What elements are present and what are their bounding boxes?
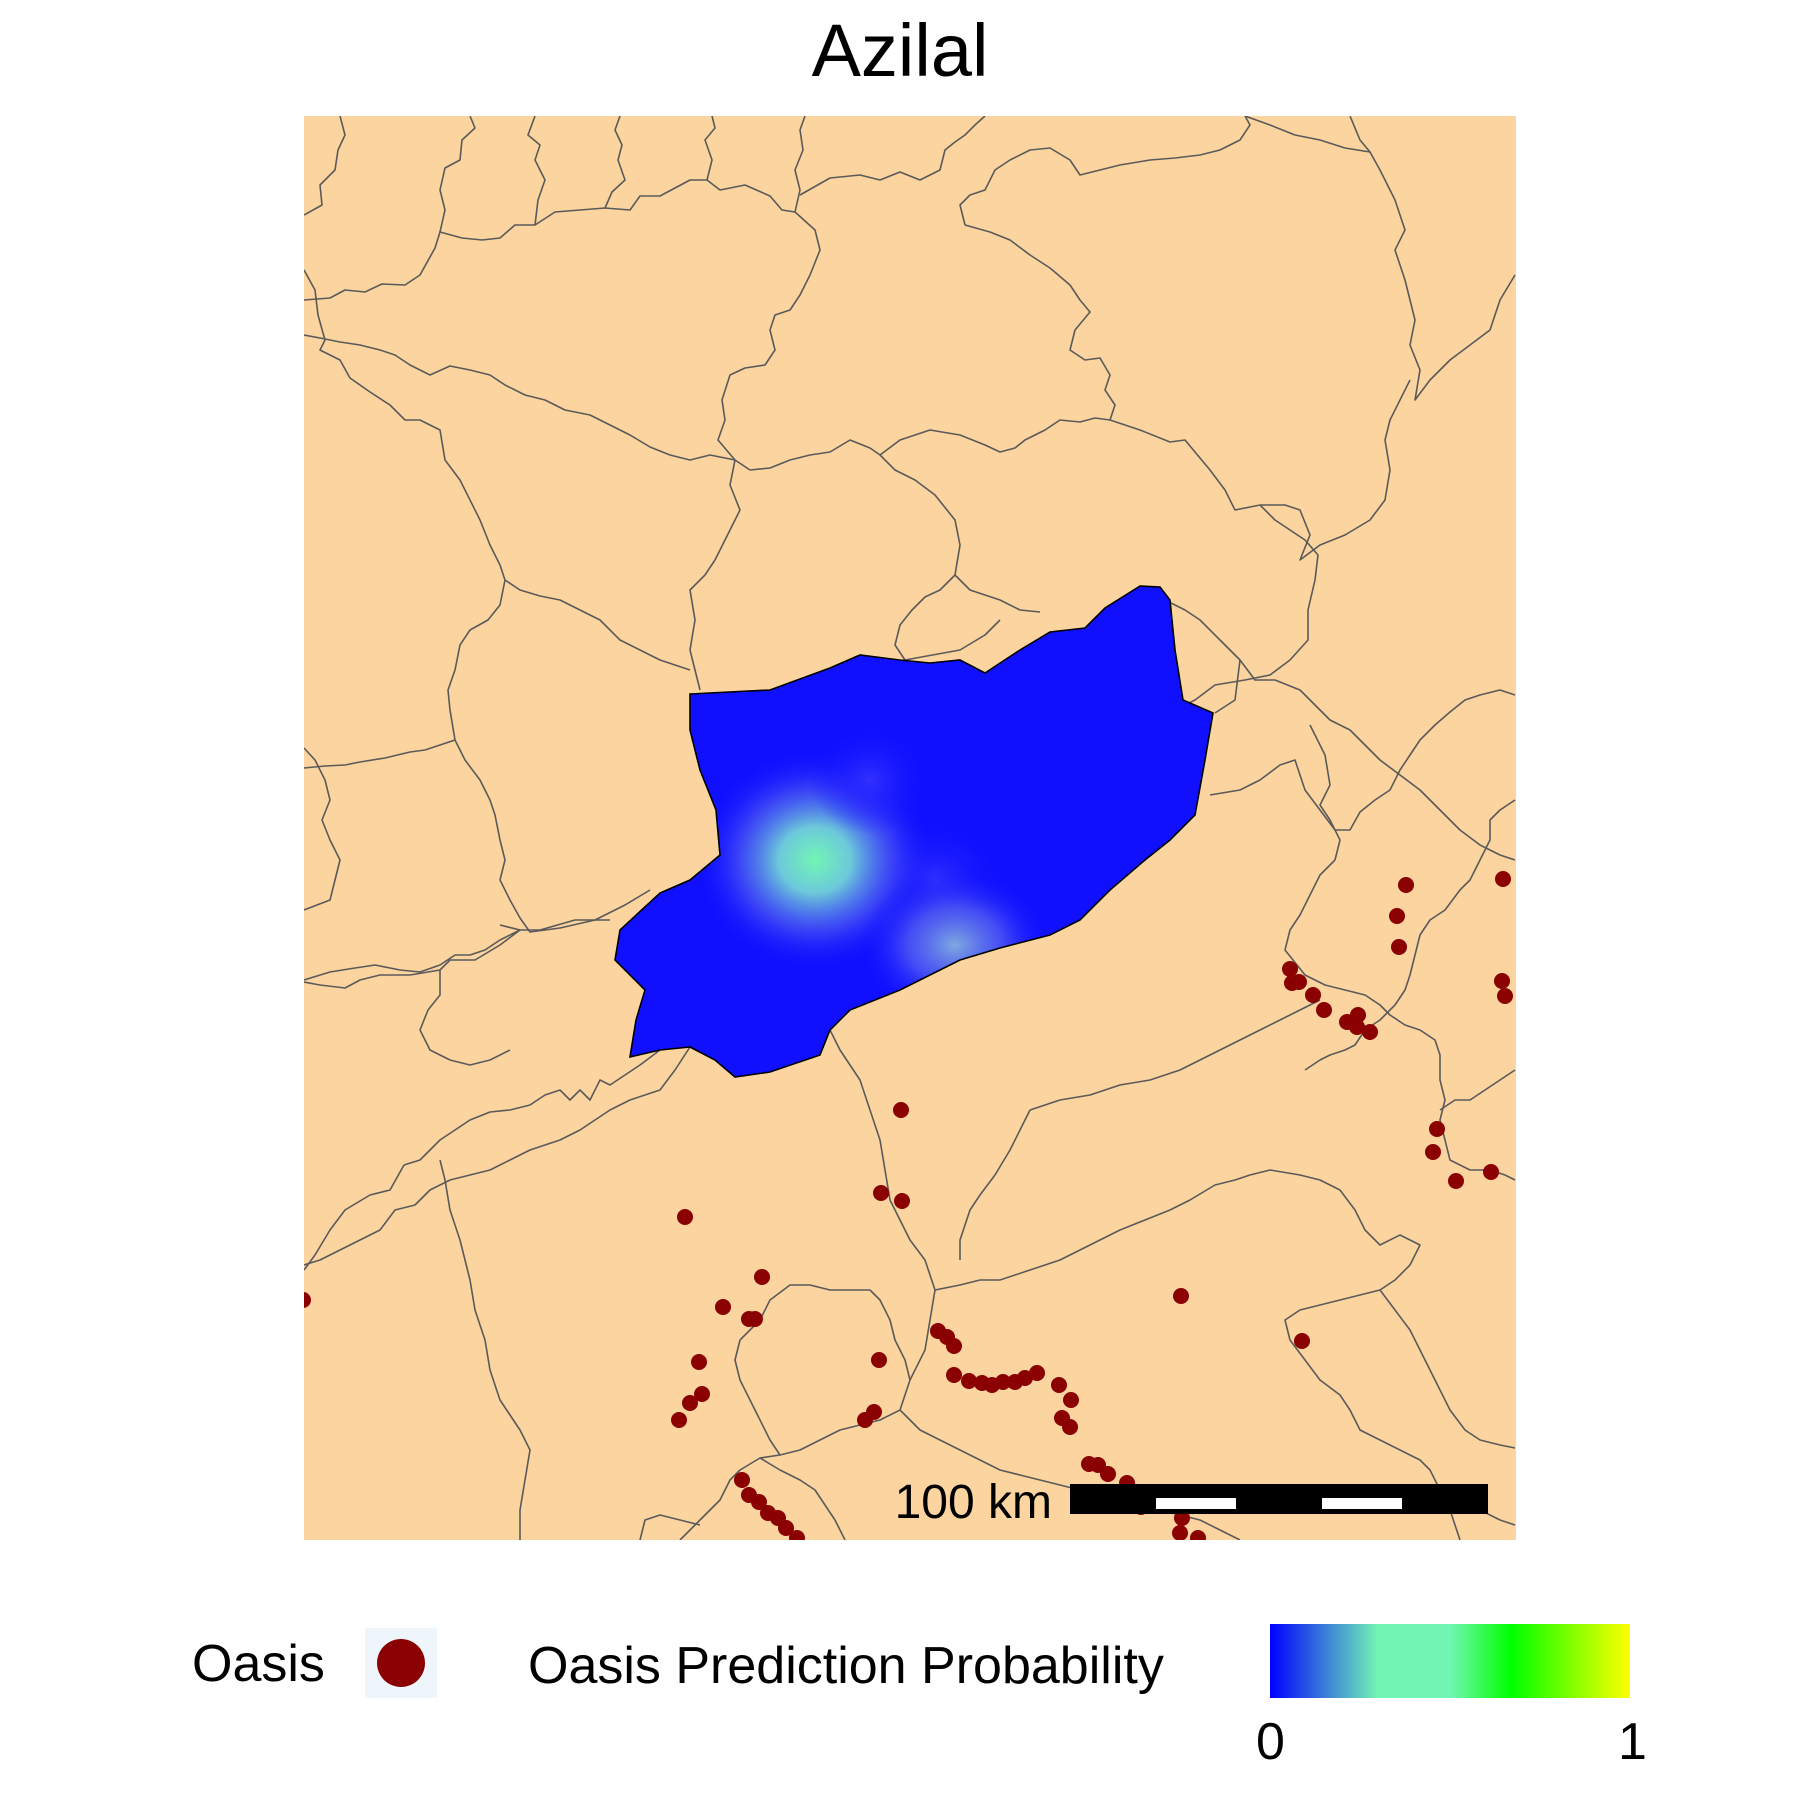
oasis-point xyxy=(1494,973,1510,989)
oasis-point xyxy=(1173,1288,1189,1304)
oasis-point xyxy=(691,1354,707,1370)
oasis-point xyxy=(894,1193,910,1209)
oasis-point xyxy=(961,1373,977,1389)
oasis-point xyxy=(857,1412,873,1428)
scale-bar-label: 100 km xyxy=(895,1476,1052,1529)
oasis-point xyxy=(1062,1419,1078,1435)
oasis-point xyxy=(1362,1024,1378,1040)
oasis-point xyxy=(1497,988,1513,1004)
oasis-point xyxy=(747,1311,763,1327)
oasis-point xyxy=(1190,1530,1206,1540)
oasis-point xyxy=(1483,1164,1499,1180)
oasis-point xyxy=(1349,1019,1365,1035)
oasis-point xyxy=(1495,871,1511,887)
oasis-point xyxy=(1350,1007,1366,1023)
oasis-point xyxy=(682,1395,698,1411)
oasis-point xyxy=(715,1299,731,1315)
oasis-point xyxy=(1029,1365,1045,1381)
oasis-point xyxy=(1291,974,1307,990)
colorbar-min-label: 0 xyxy=(1256,1713,1285,1771)
oasis-point xyxy=(1282,961,1298,977)
oasis-point xyxy=(304,1292,311,1308)
legend xyxy=(365,1624,1630,1698)
oasis-point xyxy=(1172,1525,1188,1540)
oasis-point xyxy=(694,1386,710,1402)
oasis-legend-label: Oasis xyxy=(192,1635,325,1693)
oasis-point xyxy=(995,1374,1011,1390)
oasis-legend-dot xyxy=(377,1639,425,1687)
oasis-point xyxy=(1391,939,1407,955)
oasis-point xyxy=(1398,877,1414,893)
oasis-point xyxy=(1429,1121,1445,1137)
oasis-point xyxy=(893,1102,909,1118)
oasis-point xyxy=(1389,908,1405,924)
admin-borders xyxy=(304,116,1516,1540)
oasis-point xyxy=(734,1472,750,1488)
oasis-point xyxy=(1017,1370,1033,1386)
oasis-point xyxy=(946,1367,962,1383)
oasis-point xyxy=(754,1269,770,1285)
oasis-point xyxy=(671,1412,687,1428)
oasis-point xyxy=(1063,1392,1079,1408)
oasis-point xyxy=(873,1185,889,1201)
scale-bar: 100 km xyxy=(895,1476,1488,1529)
oasis-point xyxy=(1305,987,1321,1003)
oasis-point xyxy=(778,1520,794,1536)
colorbar-max-label: 1 xyxy=(1618,1713,1647,1771)
oasis-point xyxy=(1448,1173,1464,1189)
oasis-point xyxy=(789,1530,805,1540)
oasis-point xyxy=(1051,1377,1067,1393)
oasis-point xyxy=(871,1352,887,1368)
oasis-point xyxy=(677,1209,693,1225)
oasis-point xyxy=(1425,1144,1441,1160)
probability-colorbar xyxy=(1270,1624,1630,1698)
oasis-points xyxy=(304,871,1513,1540)
probability-legend-label: Oasis Prediction Probability xyxy=(528,1637,1164,1695)
oasis-point xyxy=(1100,1466,1116,1482)
oasis-point xyxy=(1316,1002,1332,1018)
map-title: Azilal xyxy=(811,9,989,92)
oasis-point xyxy=(1294,1333,1310,1349)
province-outline xyxy=(614,585,1214,1078)
oasis-point xyxy=(751,1494,767,1510)
oasis-point xyxy=(946,1338,962,1354)
